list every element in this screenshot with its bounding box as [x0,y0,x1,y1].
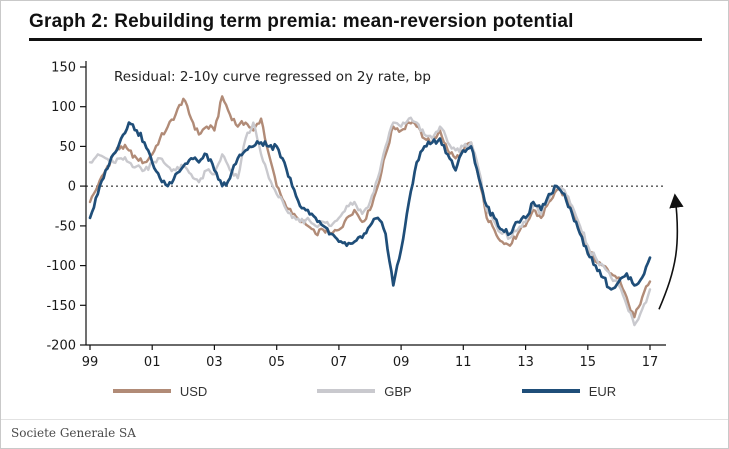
y-axis: 150 100 50 0 -50 -100 -150 -200 [46,61,87,354]
series-line-gbp [88,116,652,327]
svg-text:01: 01 [144,355,161,370]
svg-text:-100: -100 [46,259,76,274]
svg-text:99: 99 [82,355,99,370]
svg-text:15: 15 [580,355,597,370]
chart-annotation: Residual: 2-10y curve regressed on 2y ra… [114,69,431,85]
legend-item-eur: EUR [521,383,617,399]
legend-item-usd: USD [112,383,208,399]
legend-label-gbp: GBP [384,383,412,399]
svg-text:-150: -150 [46,299,76,314]
svg-text:-200: -200 [46,339,76,354]
series-line-eur [88,121,652,291]
svg-text:09: 09 [393,355,410,370]
source-attribution: Societe Generale SA [1,419,728,448]
chart-legend: USD GBP EUR [1,380,728,402]
legend-label-eur: EUR [588,383,617,399]
gbp-line-swatch [317,389,376,393]
svg-text:17: 17 [642,355,659,370]
title-underline [29,38,702,41]
svg-text:150: 150 [51,61,76,76]
legend-item-gbp: GBP [317,383,412,399]
series-line-usd [88,95,652,319]
line-chart: 150 100 50 0 -50 -100 -150 -200 99 01 03 05 07 09 11 13… [8,45,728,380]
svg-text:-50: -50 [55,219,76,234]
chart-canvas: 150 100 50 0 -50 -100 -150 -200 99 01 03 05 07 09 11 13… [46,61,684,370]
svg-text:05: 05 [268,355,285,370]
chart-title: Graph 2: Rebuilding term premia: mean-re… [29,11,574,32]
svg-text:50: 50 [59,140,76,155]
svg-text:03: 03 [206,355,223,370]
legend-label-usd: USD [179,383,208,399]
usd-line-swatch [112,389,171,393]
svg-text:11: 11 [455,355,472,370]
svg-text:0: 0 [68,180,76,195]
svg-text:100: 100 [51,100,76,115]
svg-text:07: 07 [331,355,348,370]
mean-reversion-arrow [658,193,684,310]
x-axis: 99 01 03 05 07 09 11 13 15 17 [82,344,666,370]
svg-text:13: 13 [517,355,534,370]
eur-line-swatch [521,389,580,393]
